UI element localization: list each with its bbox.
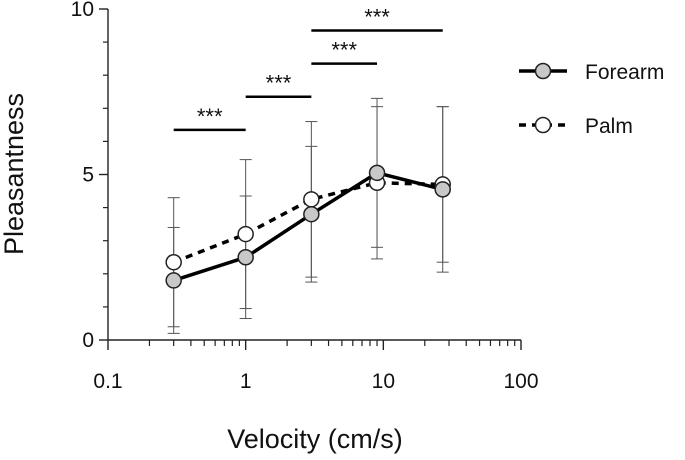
data-point-forearm: [303, 205, 320, 223]
significance-label: ***: [266, 71, 292, 96]
x-axis-title: Velocity (cm/s): [227, 424, 403, 454]
x-tick-label: 100: [503, 370, 538, 393]
significance-label: ***: [364, 5, 390, 30]
axes: 0 5 10 0.1 1 10 100: [71, 0, 539, 393]
series-line-forearm: [171, 171, 445, 283]
legend-marker-forearm: [534, 62, 552, 80]
significance-label: ***: [331, 38, 357, 63]
x-tick-label: 10: [372, 370, 395, 393]
data-point-forearm: [237, 249, 254, 266]
data-points: [165, 164, 451, 289]
legend-marker-palm: [534, 116, 552, 134]
legend: Forearm Palm: [519, 61, 664, 138]
data-point-palm: [237, 225, 254, 243]
x-tick-label: 0.1: [93, 370, 122, 393]
legend-label-palm: Palm: [585, 115, 633, 138]
significance-brackets: *** *** *** ***: [173, 5, 443, 132]
y-axis-title: Pleasantness: [0, 93, 29, 255]
y-tick-label: 10: [71, 0, 94, 21]
data-point-palm: [303, 191, 320, 208]
y-tick-label: 0: [82, 329, 94, 352]
data-point-forearm: [165, 272, 182, 289]
legend-label-forearm: Forearm: [585, 61, 664, 84]
data-point-forearm: [434, 181, 451, 198]
data-point-palm: [165, 253, 182, 271]
x-tick-label: 1: [240, 370, 252, 393]
y-tick-label: 5: [82, 164, 94, 187]
data-point-forearm: [368, 164, 386, 182]
series-lines: [171, 171, 445, 283]
significance-label: ***: [197, 104, 223, 129]
